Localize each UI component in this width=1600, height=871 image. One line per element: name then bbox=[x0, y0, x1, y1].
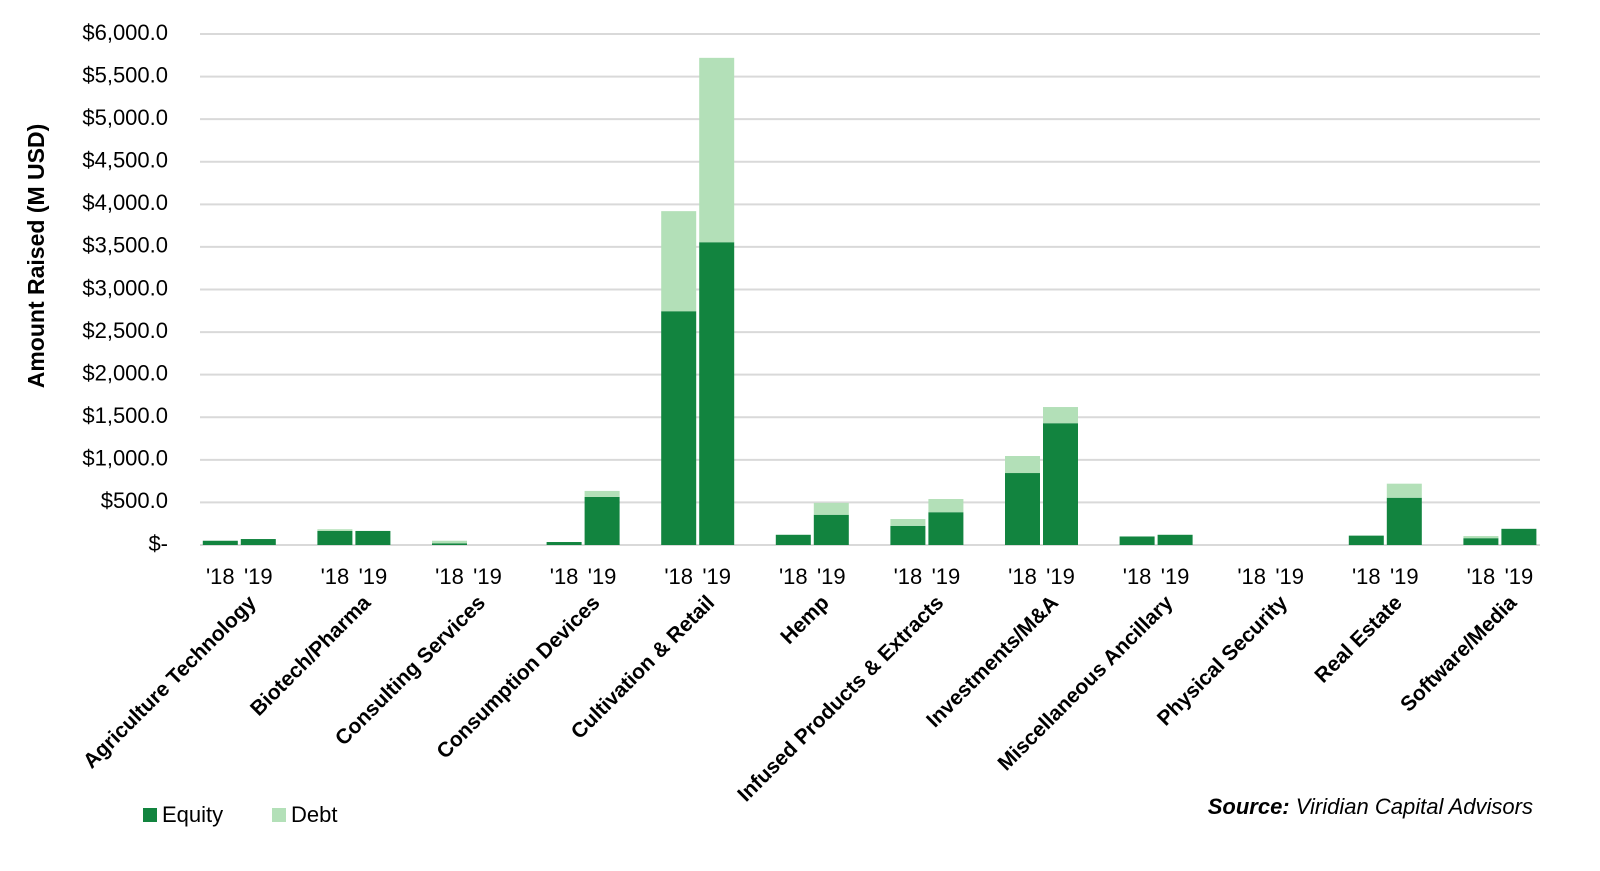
x-sub-label: '19 bbox=[817, 564, 846, 589]
bar-segment bbox=[661, 211, 697, 312]
x-sub-label: '18 bbox=[779, 564, 808, 589]
bar-segment bbox=[661, 311, 697, 545]
bar-segment bbox=[432, 543, 467, 545]
x-sub-label: '19 bbox=[702, 564, 731, 589]
bar-segment bbox=[546, 542, 582, 545]
bar-segment bbox=[584, 490, 620, 497]
bar-segment bbox=[432, 540, 467, 544]
y-tick-label: $2,000.0 bbox=[82, 360, 168, 385]
bar-segment bbox=[317, 530, 353, 545]
x-sub-label: '19 bbox=[473, 564, 502, 589]
bar-segment bbox=[1386, 497, 1422, 545]
y-axis-title: Amount Raised (M USD) bbox=[23, 124, 49, 389]
bar-segment bbox=[1005, 473, 1040, 545]
y-tick-label: $2,500.0 bbox=[82, 318, 168, 343]
bar-segment bbox=[1386, 483, 1422, 498]
x-category-label: Hemp bbox=[776, 591, 834, 649]
legend-label: Equity bbox=[162, 802, 223, 827]
bar-segment bbox=[1157, 534, 1193, 545]
bar-segment bbox=[699, 242, 735, 546]
source-label: Source: bbox=[1208, 794, 1290, 819]
bar-segment bbox=[1463, 538, 1499, 545]
bar-segment bbox=[355, 530, 391, 545]
bar-segment bbox=[890, 525, 926, 545]
bar-segment bbox=[1005, 456, 1040, 474]
x-sub-label: '18 bbox=[1123, 564, 1152, 589]
legend-swatch bbox=[143, 808, 157, 822]
x-sub-label: '18 bbox=[550, 564, 579, 589]
x-category-label: Real Estate bbox=[1310, 591, 1406, 687]
bar-segment bbox=[813, 514, 849, 545]
x-sub-label: '18 bbox=[1237, 564, 1266, 589]
y-tick-label: $3,000.0 bbox=[82, 275, 168, 300]
bar-segment bbox=[1043, 423, 1078, 545]
x-category-label: Biotech/Pharma bbox=[246, 591, 376, 721]
bar-segment bbox=[584, 496, 620, 545]
x-category-label: Agriculture Technology bbox=[79, 591, 261, 773]
bar-segment bbox=[317, 529, 353, 531]
x-category-label: Software/Media bbox=[1396, 591, 1521, 716]
x-sub-label: '18 bbox=[894, 564, 923, 589]
x-sub-label: '19 bbox=[1505, 564, 1534, 589]
y-tick-label: $- bbox=[148, 531, 168, 556]
x-sub-label: '19 bbox=[359, 564, 388, 589]
bar-segment bbox=[813, 502, 849, 515]
x-sub-label: '19 bbox=[1046, 564, 1075, 589]
x-sub-label: '18 bbox=[321, 564, 350, 589]
y-tick-label: $6,000.0 bbox=[82, 20, 168, 45]
bar-segment bbox=[1043, 407, 1078, 424]
y-tick-label: $4,000.0 bbox=[82, 190, 168, 215]
bar-segment bbox=[1119, 536, 1155, 545]
bar-segment bbox=[928, 499, 964, 513]
bar-segment bbox=[699, 57, 735, 243]
y-tick-label: $1,000.0 bbox=[82, 446, 168, 471]
x-sub-label: '18 bbox=[1352, 564, 1381, 589]
y-tick-label: $5,500.0 bbox=[82, 62, 168, 87]
bar-segment bbox=[1501, 528, 1537, 545]
bar-segment bbox=[202, 540, 238, 545]
y-tick-label: $5,000.0 bbox=[82, 105, 168, 130]
bar-segment bbox=[890, 519, 926, 526]
x-sub-label: '19 bbox=[1161, 564, 1190, 589]
bar-segment bbox=[928, 512, 964, 545]
x-sub-label: '18 bbox=[664, 564, 693, 589]
x-category-label: Physical Security bbox=[1153, 591, 1292, 730]
bar-segment bbox=[775, 534, 811, 545]
x-sub-label: '19 bbox=[1390, 564, 1419, 589]
x-sub-label: '18 bbox=[1008, 564, 1037, 589]
bar-segment bbox=[240, 539, 276, 545]
x-sub-label: '18 bbox=[206, 564, 235, 589]
x-sub-label: '19 bbox=[244, 564, 273, 589]
source-text: Viridian Capital Advisors bbox=[1296, 794, 1533, 819]
x-sub-label: '18 bbox=[1467, 564, 1496, 589]
source: Source: Viridian Capital Advisors bbox=[1208, 794, 1533, 819]
bar-segment bbox=[1463, 536, 1499, 539]
x-sub-label: '19 bbox=[932, 564, 961, 589]
y-tick-label: $4,500.0 bbox=[82, 148, 168, 173]
y-tick-label: $3,500.0 bbox=[82, 233, 168, 258]
legend-swatch bbox=[272, 808, 286, 822]
bar-segment bbox=[1348, 535, 1384, 545]
x-sub-label: '18 bbox=[435, 564, 464, 589]
x-category-label: Infused Products & Extracts bbox=[733, 591, 948, 806]
x-sub-label: '19 bbox=[588, 564, 617, 589]
y-tick-label: $1,500.0 bbox=[82, 403, 168, 428]
x-sub-label: '19 bbox=[1275, 564, 1304, 589]
legend-label: Debt bbox=[291, 802, 337, 827]
y-tick-label: $500.0 bbox=[101, 488, 168, 513]
